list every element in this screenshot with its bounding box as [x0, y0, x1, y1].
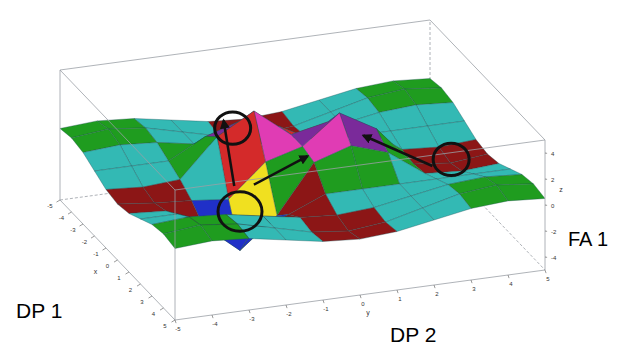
y-tick: [286, 305, 287, 308]
y-tick: [249, 310, 250, 313]
y-tick-label: 5: [546, 276, 550, 282]
z-tick-label: 4: [551, 151, 555, 157]
x-tick-label: -5: [47, 203, 53, 209]
x-axis-line: [60, 200, 175, 320]
x-tick-label: 1: [117, 275, 121, 281]
highlight-circle: [218, 192, 262, 232]
x-tick-label: 5: [163, 323, 167, 329]
y-tick: [545, 270, 546, 273]
x-tick-label: 4: [152, 311, 156, 317]
box-back: [60, 20, 545, 270]
box-edge: [60, 70, 61, 200]
surface-cell: [180, 137, 229, 201]
y-tick: [323, 300, 324, 303]
y-tick-label: 4: [509, 281, 513, 287]
box-edge: [60, 70, 175, 190]
arrow: [224, 121, 235, 187]
z-tick-label: -2: [551, 229, 557, 235]
z-tick-label: -4: [551, 255, 557, 261]
y-tick-label: 1: [398, 296, 402, 302]
x-tick: [114, 260, 118, 262]
arrow: [363, 136, 432, 167]
x-tick-label: 3: [140, 299, 144, 305]
y-tick-label: -1: [323, 306, 329, 312]
surface: [60, 79, 545, 251]
y-tick-label: -3: [249, 316, 255, 322]
arrow: [254, 156, 308, 185]
annotations: [215, 112, 470, 231]
y-tick-label: -4: [212, 321, 218, 327]
x-tick: [137, 284, 141, 286]
y-tick: [434, 285, 435, 288]
x-tick-label: 2: [129, 287, 133, 293]
x-tick: [68, 212, 72, 214]
y-tick-label: -5: [175, 326, 181, 332]
box-front: [60, 20, 545, 320]
z-axis-title: FA 1: [568, 228, 608, 250]
x-tick: [57, 200, 61, 202]
y-axis-title: DP 2: [390, 323, 436, 346]
x-tick-label: -1: [93, 251, 99, 257]
y-tick: [175, 320, 176, 323]
x-tick-label: -4: [59, 215, 65, 221]
y-tick: [360, 295, 361, 298]
box-edge: [430, 20, 545, 140]
axis-letters: x y z: [94, 186, 564, 317]
y-tick: [471, 280, 472, 283]
y-tick: [212, 315, 213, 318]
z-tick-label: 0: [551, 203, 555, 209]
surface-cell: [289, 194, 338, 218]
z-tick: [545, 205, 547, 206]
y-tick: [397, 290, 398, 293]
y-tick-label: -2: [286, 311, 292, 317]
y-tick-label: 0: [361, 301, 365, 307]
surface-cell: [106, 187, 155, 204]
x-tick: [126, 272, 130, 274]
highlight-circle: [433, 143, 469, 175]
axis-titles: DP 1 DP 2 FA 1: [16, 228, 608, 346]
x-tick: [103, 248, 107, 250]
y-axis-line: [175, 270, 545, 320]
z-tick: [545, 179, 547, 180]
surface-cell: [164, 225, 213, 249]
x-tick: [80, 224, 84, 226]
x-axis-title: DP 1: [16, 299, 62, 322]
z-tick-label: 2: [551, 177, 555, 183]
y-tick-label: 2: [435, 291, 439, 297]
x-tick: [172, 320, 176, 322]
box-edge: [60, 20, 430, 70]
x-tick: [91, 236, 95, 238]
x-tick-label: -2: [82, 239, 88, 245]
surface-cell: [95, 166, 144, 190]
x-tick: [149, 296, 153, 298]
axis-letter: x: [94, 268, 98, 275]
box-edge: [175, 190, 176, 320]
highlight-circle: [215, 112, 251, 144]
axis-letter: z: [559, 186, 563, 193]
axis-letter: y: [366, 309, 370, 317]
y-tick-label: 3: [472, 286, 476, 292]
y-tick: [508, 275, 509, 278]
z-tick: [545, 231, 547, 232]
x-tick-label: 0: [106, 263, 110, 269]
x-tick: [160, 308, 164, 310]
x-tick-label: -3: [70, 227, 76, 233]
chart: -5-4-3-2-1012345-5-4-3-2-1012345-4-2024x…: [0, 0, 622, 349]
ticks: -5 -4 -3 -2 -1 0 1 2 3 4 5 -5 -4 -3 -2 -1 0 1 2 3 4 5 -4 -2 0 2 4: [47, 151, 557, 332]
z-tick: [545, 257, 547, 258]
z-tick: [545, 153, 547, 154]
